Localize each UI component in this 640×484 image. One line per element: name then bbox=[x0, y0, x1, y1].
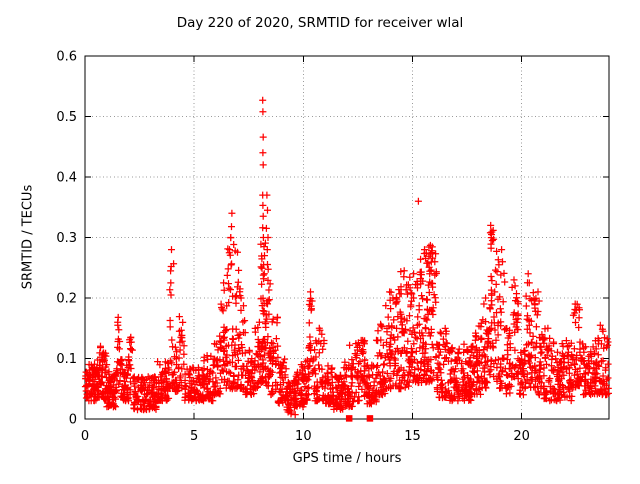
y-tick-label: 0.6 bbox=[56, 50, 77, 65]
chart-title: Day 220 of 2020, SRMTID for receiver wla… bbox=[176, 15, 464, 31]
x-tick-labels: 0 5 10 15 20 bbox=[81, 429, 530, 444]
y-axis-label: SRMTID / TECUs bbox=[20, 184, 36, 290]
x-tick-label: 5 bbox=[190, 429, 198, 444]
scatter-square-marker bbox=[345, 415, 353, 422]
x-axis-label: GPS time / hours bbox=[292, 451, 402, 466]
y-tick-label: 0.3 bbox=[56, 231, 77, 246]
y-tick-label: 0.4 bbox=[56, 171, 77, 186]
scatter-plus-markers bbox=[81, 96, 612, 419]
scatter-square-marker bbox=[366, 415, 374, 422]
y-tick-label: 0.2 bbox=[56, 292, 77, 307]
y-tick-labels: 0 0.1 0.2 0.3 0.4 0.5 0.6 bbox=[56, 50, 77, 428]
y-tick-label: 0 bbox=[69, 413, 77, 428]
x-tick-label: 0 bbox=[81, 429, 89, 444]
x-tick-label: 10 bbox=[295, 429, 312, 444]
x-tick-label: 15 bbox=[404, 429, 421, 444]
series-filled-square bbox=[345, 415, 374, 422]
series-plus bbox=[81, 96, 612, 419]
x-tick-label: 20 bbox=[513, 429, 530, 444]
y-tick-label: 0.1 bbox=[56, 352, 77, 367]
y-tick-label: 0.5 bbox=[56, 110, 77, 125]
